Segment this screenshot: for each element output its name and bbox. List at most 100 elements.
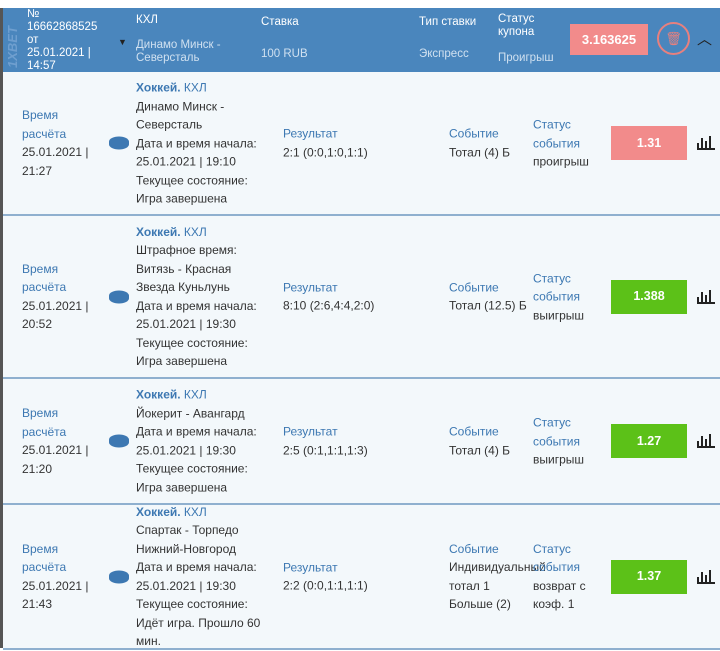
event: Событие Тотал (12.5) Б xyxy=(449,278,527,315)
result-text: Результат xyxy=(283,560,338,574)
bet-row: Время расчёта 25.01.2021 | 21:20 Хоккей. … xyxy=(3,379,720,505)
start-text: Дата и время начала: 25.01.2021 | 19:30 xyxy=(136,560,257,593)
coupon-id: № 16662868525 от 25.01.2021 | 14:57 xyxy=(27,8,98,72)
odd-badge: 1.388 xyxy=(611,279,687,314)
status-text: проигрыш xyxy=(533,154,589,169)
result-text: Результат xyxy=(283,126,338,141)
league-text: КХЛ xyxy=(183,224,207,239)
calc-time-text: 25.01.2021 | 20:52 xyxy=(22,298,89,332)
result-text: Результат xyxy=(283,280,338,294)
hockey-puck-icon xyxy=(109,136,129,150)
type-label: Тип ставки xyxy=(419,16,477,28)
event-text: Тотал (12.5) Б xyxy=(449,298,527,313)
dropdown-arrow-icon[interactable]: ▼ xyxy=(118,37,127,47)
hockey-puck-icon xyxy=(109,570,129,583)
delete-button[interactable]: 🗑 xyxy=(657,22,690,55)
result-text: 2:2 (0:0,1:1,1:1) xyxy=(283,578,368,593)
state-text: Текущее состояние: Игра завершена xyxy=(136,461,248,495)
bet-row: Время расчёта 25.01.2021 | 21:43 Хоккей. … xyxy=(3,505,720,650)
calc-time-text: 25.01.2021 | 21:20 xyxy=(22,443,89,476)
bet-type: Экспресс xyxy=(419,48,469,60)
statistics-icon[interactable] xyxy=(697,289,715,304)
state-text: Текущее состояние: Игра завершена xyxy=(136,335,248,369)
sport-text: Хоккей. xyxy=(136,224,181,239)
calc-time: Время расчёта 25.01.2021 | 21:20 xyxy=(22,404,104,478)
match-text: Динамо Минск - Северсталь xyxy=(136,98,225,132)
stake-label: Ставка xyxy=(261,16,299,28)
coupon-status: Проигрыш xyxy=(498,52,554,64)
stake: 100 RUB xyxy=(261,48,308,60)
match-text: Штрафное время: Витязь - Красная Звезда … xyxy=(136,243,237,294)
start-text: Дата и время начала: 25.01.2021 | 19:30 xyxy=(136,424,257,458)
event-text: Событие xyxy=(449,541,499,556)
coupon-header[interactable]: 1XBET № 16662868525 от 25.01.2021 | 14:57 ▼ … xyxy=(3,8,720,72)
statistics-icon[interactable] xyxy=(697,136,715,150)
result-text: 8:10 (2:6,4:4,2:0) xyxy=(283,298,375,313)
sport-text: Хоккей. xyxy=(136,80,181,95)
statistics-icon[interactable] xyxy=(697,434,715,448)
start-text: Дата и время начала: 25.01.2021 | 19:10 xyxy=(136,135,257,169)
event-text: Тотал (4) Б xyxy=(449,443,511,457)
event-status: Статус события проигрыш xyxy=(533,115,607,171)
hockey-puck-icon xyxy=(109,434,129,448)
event: Событие Тотал (4) Б xyxy=(449,125,527,162)
calc-time-text: Время расчёта xyxy=(22,406,67,439)
result: Результат 2:2 (0:0,1:1,1:1) xyxy=(283,558,443,595)
match-text: Спартак - Торпедо Нижний-Новгород xyxy=(136,523,239,556)
event-text: Событие xyxy=(449,126,499,141)
trash-icon: 🗑 xyxy=(665,30,682,46)
hockey-puck-icon xyxy=(109,290,129,303)
result: Результат 2:1 (0:0,1:0,1:1) xyxy=(283,125,443,162)
status-label: Статус купона xyxy=(498,13,535,38)
result: Результат 8:10 (2:6,4:4,2:0) xyxy=(283,278,443,315)
coupon-coef: 3.163625 xyxy=(570,24,648,55)
calc-time-text: Время расчёта xyxy=(22,261,67,295)
start-text: Дата и время начала: 25.01.2021 | 19:30 xyxy=(136,298,257,332)
bet-row: Время расчёта 25.01.2021 | 21:27 Хоккей. … xyxy=(3,72,720,216)
result-text: 2:5 (0:1,1:1,1:3) xyxy=(283,443,368,457)
result: Результат 2:5 (0:1,1:1,1:3) xyxy=(283,423,443,460)
odd-badge: 1.27 xyxy=(611,424,687,458)
event-status-text: Статус события xyxy=(533,270,581,304)
collapse-chevron-icon[interactable]: ︿ xyxy=(697,31,713,48)
event-info: Хоккей. КХЛ Динамо Минск - Северсталь Дат… xyxy=(136,78,272,208)
event-info: Хоккей. КХЛ Штрафное время: Витязь - Кра… xyxy=(136,223,272,371)
calc-time-text: Время расчёта xyxy=(22,108,67,141)
event-text: Событие xyxy=(449,280,499,294)
result-text: 2:1 (0:0,1:0,1:1) xyxy=(283,145,368,159)
event-status: Статус события выигрыш xyxy=(533,413,607,469)
calc-time: Время расчёта 25.01.2021 | 21:43 xyxy=(22,540,104,614)
event: Событие Тотал (4) Б xyxy=(449,423,527,460)
calc-time-text: 25.01.2021 | 21:43 xyxy=(22,578,89,612)
event-info: Хоккей. КХЛ Йокерит - Авангард Дата и вре… xyxy=(136,386,272,497)
event-text: Индивидуальный тотал 1 Больше (2) xyxy=(449,560,546,611)
result-text: Результат xyxy=(283,424,338,439)
calc-time: Время расчёта 25.01.2021 | 21:27 xyxy=(22,106,104,180)
sport-text: Хоккей. xyxy=(136,504,181,519)
odd-badge: 1.31 xyxy=(611,126,687,160)
league-text: КХЛ xyxy=(183,504,207,519)
event-status: Статус события выигрыш xyxy=(533,269,607,325)
odd-badge: 1.37 xyxy=(611,559,687,594)
event: Событие Индивидуальный тотал 1 Больше (2) xyxy=(449,540,546,614)
bet-row: Время расчёта 25.01.2021 | 20:52 Хоккей. … xyxy=(3,216,720,379)
event-status-text: Статус события xyxy=(533,415,581,448)
event-info: Хоккей. КХЛ Спартак - Торпедо Нижний-Нов… xyxy=(136,503,272,651)
event-status-text: Статус события xyxy=(533,541,581,575)
calc-time-text: Время расчёта xyxy=(22,541,67,575)
calc-time-text: 25.01.2021 | 21:27 xyxy=(22,145,89,178)
match: Динамо Минск - Северсталь xyxy=(136,39,221,64)
event-status: Статус события возврат с коэф. 1 xyxy=(533,540,607,614)
status-text: возврат с коэф. 1 xyxy=(533,578,586,612)
status-text: выигрыш xyxy=(533,452,585,467)
statistics-icon[interactable] xyxy=(697,569,715,584)
match-text: Йокерит - Авангард xyxy=(136,406,245,420)
calc-time: Время расчёта 25.01.2021 | 20:52 xyxy=(22,260,104,334)
league-text: КХЛ xyxy=(183,80,207,95)
state-text: Текущее состояние: Идёт игра. Прошло 60 … xyxy=(136,597,261,648)
league: КХЛ xyxy=(136,14,158,26)
state-text: Текущее состояние: Игра завершена xyxy=(136,172,248,206)
brand-logo: 1XBET xyxy=(5,26,20,68)
league-text: КХЛ xyxy=(183,387,207,402)
sport-text: Хоккей. xyxy=(136,387,181,402)
